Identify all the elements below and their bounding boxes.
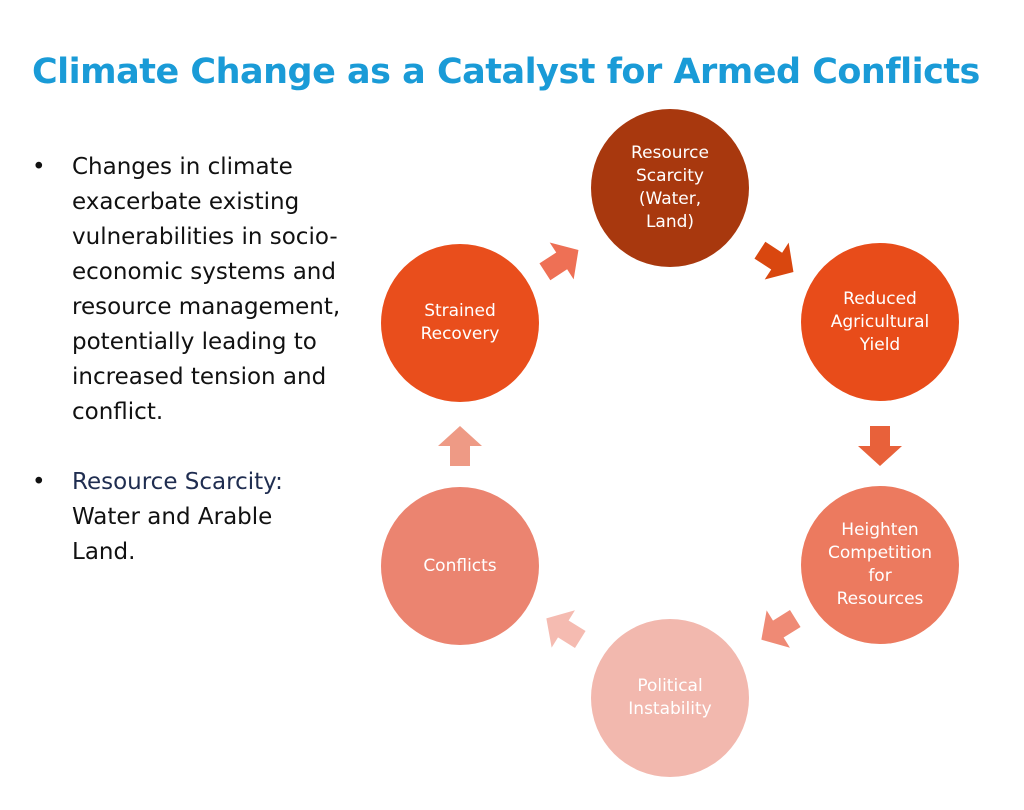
- arrow: [858, 426, 902, 466]
- arrow: [546, 610, 586, 649]
- cycle-node: Reduced Agricultural Yield: [801, 243, 959, 401]
- cycle-node: Resource Scarcity (Water, Land): [591, 109, 749, 267]
- bullet-text: Changes in climate exacerbate existing v…: [72, 154, 341, 425]
- bullet: Changes in climate exacerbate existing v…: [32, 150, 342, 430]
- arrow: [754, 241, 794, 280]
- slide-title: Climate Change as a Catalyst for Armed C…: [32, 52, 980, 92]
- arrow: [438, 426, 482, 466]
- cycle-node: Political Instability: [591, 619, 749, 777]
- arrow: [761, 609, 801, 648]
- bullet-list: Changes in climate exacerbate existing v…: [28, 150, 342, 605]
- cycle-node: Conflicts: [381, 487, 539, 645]
- bullet: Resource Scarcity: Water and Arable Land…: [32, 465, 342, 570]
- cycle-node: Heighten Competition for Resources: [801, 486, 959, 644]
- cycle-node: Strained Recovery: [381, 244, 539, 402]
- bullet-text: Water and Arable Land.: [72, 504, 273, 565]
- bullet-label: Resource Scarcity:: [72, 469, 283, 495]
- arrow: [539, 242, 579, 281]
